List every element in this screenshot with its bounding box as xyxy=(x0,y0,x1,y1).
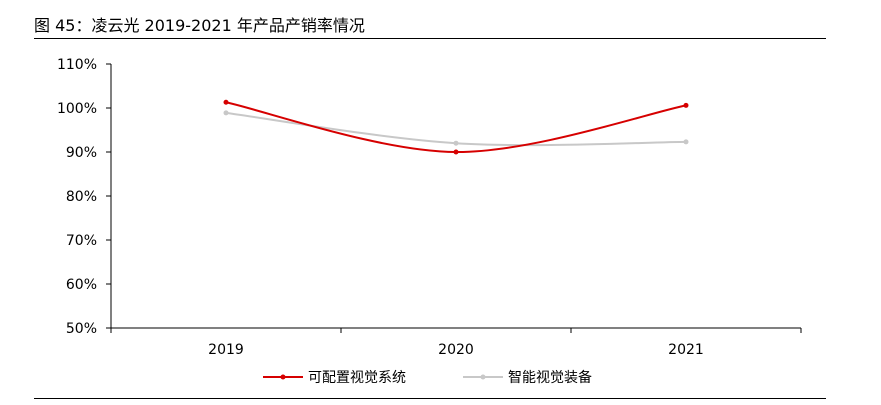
legend-label-1: 智能视觉装备 xyxy=(508,369,592,386)
data-point-1 xyxy=(223,110,229,116)
y-tick-label: 100% xyxy=(57,101,97,117)
chart-legend: 可配置视觉系统 智能视觉装备 xyxy=(263,369,592,386)
legend-swatch-marker-1 xyxy=(480,374,486,380)
chart-axes xyxy=(110,64,801,329)
top-rule xyxy=(34,38,826,39)
chart-series xyxy=(223,99,689,155)
y-tick-label: 50% xyxy=(66,321,97,337)
data-point-0 xyxy=(453,149,459,155)
x-tick-label: 2021 xyxy=(668,342,704,358)
data-point-0 xyxy=(223,99,229,105)
y-tick-label: 70% xyxy=(66,233,97,249)
figure-title: 图 45：凌云光 2019-2021 年产品产销率情况 xyxy=(34,16,365,35)
legend-label-0: 可配置视觉系统 xyxy=(308,370,406,386)
series-line-1 xyxy=(225,111,687,147)
legend-swatch-marker-0 xyxy=(280,374,286,380)
x-tick-label: 2019 xyxy=(208,342,244,358)
y-tick-label: 110% xyxy=(57,57,97,73)
y-tick-label: 80% xyxy=(66,189,97,205)
x-axis-ticks: 2019 2020 2021 xyxy=(110,328,802,358)
y-tick-label: 90% xyxy=(66,145,97,161)
bottom-rule xyxy=(34,398,826,399)
x-tick-label: 2020 xyxy=(438,342,474,358)
data-point-1 xyxy=(453,140,459,146)
data-point-1 xyxy=(683,139,689,145)
data-point-0 xyxy=(683,102,689,108)
y-tick-label: 60% xyxy=(66,277,97,293)
y-axis-ticks: 50% 60% 70% 80% 90% 100% 110% xyxy=(57,57,111,337)
